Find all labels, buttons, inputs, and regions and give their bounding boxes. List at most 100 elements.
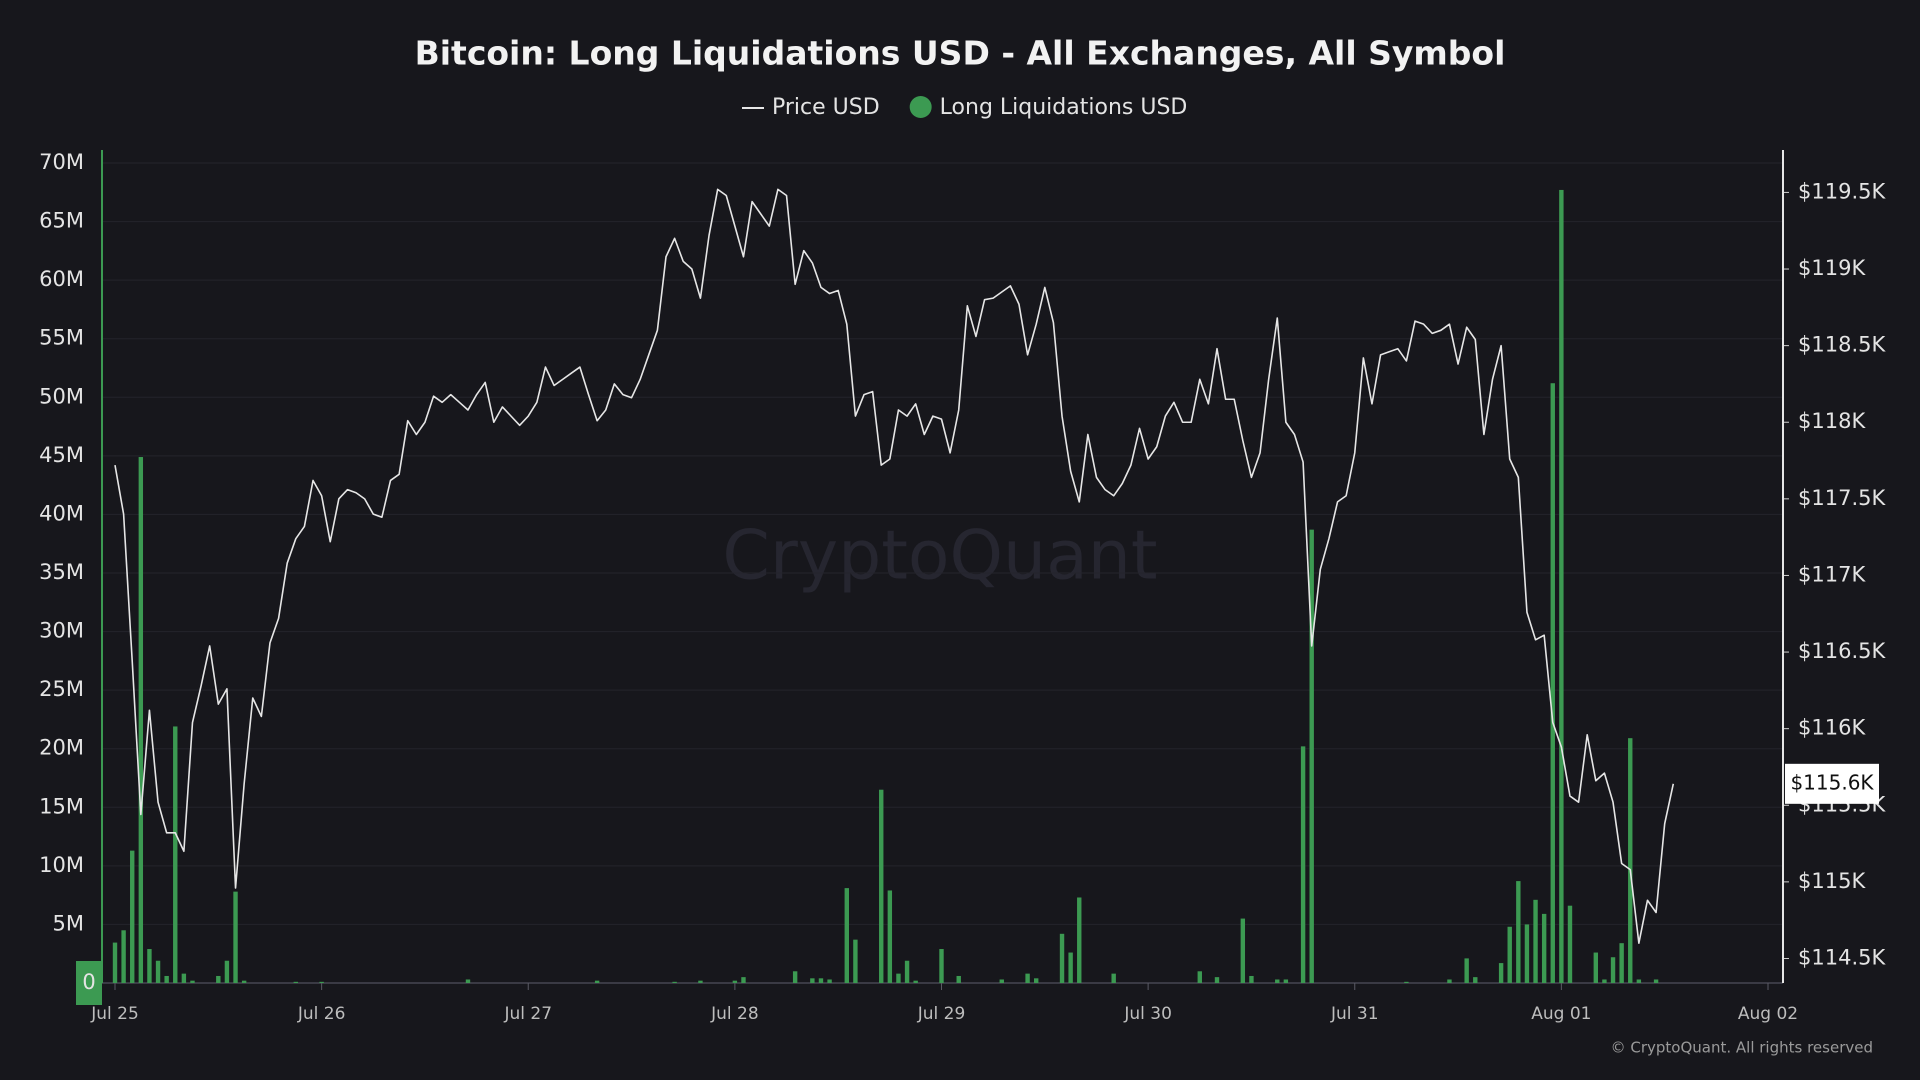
y2-tick-label: $114.5K (1798, 945, 1886, 969)
current-price-box (1785, 763, 1879, 804)
bar (999, 979, 1004, 983)
y-tick-label: 55M (39, 326, 84, 350)
zero-highlight (76, 961, 102, 1005)
y-tick-label: 65M (39, 209, 84, 233)
bar (216, 975, 221, 983)
bar (1593, 952, 1599, 983)
footer: © CryptoQuant. All rights reserved (1611, 1039, 1873, 1057)
bar (1214, 977, 1220, 983)
bar (155, 960, 161, 983)
y-tick-label: 5M (53, 911, 84, 935)
bar (1059, 933, 1065, 983)
bar (1473, 977, 1478, 983)
bar (1524, 924, 1530, 983)
y-tick-label: 50M (39, 384, 84, 408)
bar (1034, 978, 1039, 983)
bar (844, 888, 849, 983)
y2-tick-label: $117.5K (1798, 486, 1886, 510)
bar (138, 457, 144, 983)
y-tick-label: 35M (39, 560, 84, 584)
bar (896, 973, 901, 983)
bar (1636, 979, 1642, 983)
bar (233, 891, 238, 983)
bar (1111, 973, 1116, 983)
legend-label: Long Liquidations USD (940, 95, 1188, 120)
bar (594, 980, 600, 983)
x-tick-label: Aug 02 (1738, 1004, 1798, 1024)
bar (1275, 979, 1280, 983)
bar (1610, 957, 1616, 983)
y2-tick-label: $116.5K (1798, 639, 1886, 663)
bar (181, 973, 187, 983)
bar (1283, 979, 1289, 983)
y2-tick-label: $119K (1798, 256, 1866, 280)
y2-tick-label: $119.5K (1798, 179, 1886, 203)
y-tick-label: 15M (39, 794, 84, 818)
bar (112, 942, 118, 983)
bar (672, 981, 677, 983)
bar (1516, 881, 1521, 983)
y-tick-label: 30M (39, 619, 84, 643)
bar (147, 949, 152, 983)
x-tick-label: Jul 26 (297, 1004, 346, 1024)
x-tick-label: Jul 31 (1330, 1004, 1379, 1024)
bar (1559, 189, 1564, 983)
bar (1653, 979, 1659, 983)
bar (1240, 918, 1246, 983)
y-tick-label: 10M (39, 853, 84, 877)
x-tick-label: Aug 01 (1531, 1004, 1591, 1024)
bar (810, 978, 815, 983)
bar (827, 979, 832, 983)
x-tick-label: Jul 30 (1123, 1004, 1172, 1024)
bar (1628, 738, 1633, 983)
bar (887, 890, 893, 983)
legend-swatch (909, 96, 932, 118)
bar (1541, 913, 1547, 983)
bar (293, 981, 298, 983)
bar (1602, 979, 1607, 983)
bar (939, 949, 944, 983)
y2-tick-label: $115K (1798, 869, 1866, 893)
bar (190, 980, 195, 983)
bar (1077, 897, 1082, 983)
y-tick-label: 40M (39, 501, 84, 525)
bar (319, 981, 324, 983)
bar (241, 980, 247, 983)
bar (853, 939, 858, 983)
bar (173, 726, 178, 983)
bar (1249, 975, 1254, 983)
bar (164, 975, 169, 983)
bar (121, 930, 126, 983)
x-tick-label: Jul 25 (90, 1004, 139, 1024)
y-tick-label: 25M (39, 677, 84, 701)
bar (698, 980, 703, 983)
x-tick-label: Jul 29 (917, 1004, 966, 1024)
y-tick-label: 45M (39, 443, 84, 467)
bar (130, 850, 135, 983)
y2-tick-label: $118K (1798, 409, 1866, 433)
chart-title: Bitcoin: Long Liquidations USD - All Exc… (415, 34, 1506, 73)
bar (732, 980, 738, 983)
y-tick-label: 70M (39, 150, 84, 174)
bar (1447, 979, 1452, 983)
bar (1309, 529, 1314, 983)
bar (792, 971, 798, 983)
x-tick-label: Jul 28 (710, 1004, 759, 1024)
bar (1300, 746, 1306, 983)
legend-label: Price USD (772, 95, 880, 120)
bar (956, 975, 961, 983)
y-tick-label: 0 (82, 970, 95, 994)
watermark: CryptoQuant (722, 517, 1157, 596)
bar (465, 979, 471, 983)
bar (1464, 958, 1469, 983)
price-line (114, 188, 1675, 944)
y2-tick-label: $117K (1798, 562, 1866, 586)
bar (1550, 383, 1555, 983)
bar (224, 960, 230, 983)
bar (1068, 952, 1073, 983)
bar (818, 978, 824, 983)
x-tick-label: Jul 27 (503, 1004, 552, 1024)
